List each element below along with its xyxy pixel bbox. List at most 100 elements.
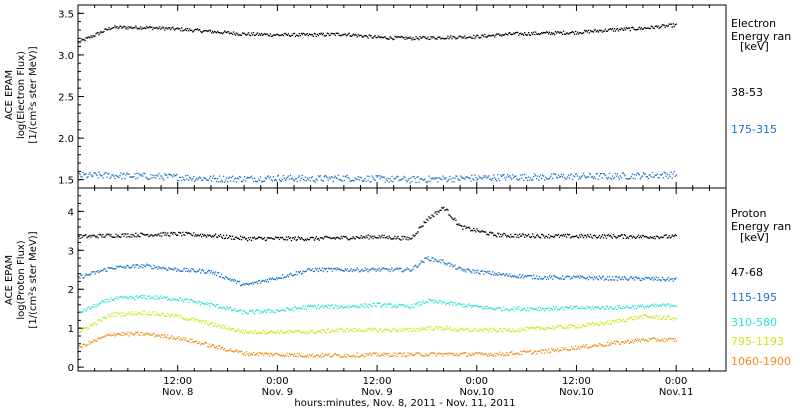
data-point bbox=[313, 332, 315, 335]
data-point bbox=[461, 37, 463, 39]
data-point bbox=[85, 173, 87, 175]
data-point bbox=[302, 305, 304, 307]
data-point bbox=[652, 27, 654, 29]
data-point bbox=[532, 307, 534, 310]
data-point bbox=[674, 338, 676, 340]
data-point bbox=[259, 176, 262, 178]
data-point bbox=[220, 276, 222, 278]
data-point bbox=[476, 228, 478, 230]
data-point bbox=[82, 39, 84, 41]
data-point bbox=[603, 173, 606, 175]
data-point bbox=[407, 268, 409, 271]
data-point bbox=[341, 356, 343, 358]
data-point bbox=[192, 178, 194, 180]
data-point bbox=[199, 268, 201, 270]
data-point bbox=[219, 235, 221, 237]
data-point bbox=[634, 305, 636, 307]
data-point bbox=[637, 305, 639, 307]
data-point bbox=[314, 332, 316, 334]
data-point bbox=[479, 37, 481, 39]
data-point bbox=[472, 230, 474, 232]
data-point bbox=[248, 310, 251, 312]
data-point bbox=[265, 239, 268, 241]
data-point bbox=[249, 310, 252, 312]
data-point bbox=[195, 28, 197, 30]
series-1060-1900 bbox=[78, 331, 677, 358]
data-point bbox=[479, 177, 481, 179]
data-point bbox=[79, 311, 81, 313]
data-point bbox=[420, 329, 422, 331]
data-point bbox=[148, 264, 150, 266]
data-point bbox=[483, 308, 485, 310]
data-point bbox=[318, 330, 320, 332]
data-point bbox=[396, 306, 398, 309]
data-point bbox=[343, 306, 345, 308]
data-point bbox=[667, 25, 669, 27]
data-point bbox=[462, 228, 464, 230]
data-point bbox=[382, 330, 384, 332]
data-point bbox=[632, 342, 634, 344]
data-point bbox=[126, 172, 128, 174]
data-point bbox=[359, 270, 361, 273]
data-point bbox=[387, 354, 389, 357]
data-point bbox=[405, 36, 407, 38]
data-point bbox=[201, 301, 203, 303]
data-point bbox=[249, 283, 252, 285]
data-point bbox=[524, 329, 526, 331]
data-point bbox=[163, 296, 165, 298]
data-point bbox=[504, 177, 506, 179]
data-point bbox=[400, 330, 402, 332]
data-point bbox=[176, 173, 178, 176]
data-point bbox=[605, 322, 608, 324]
data-point bbox=[583, 346, 586, 348]
data-point bbox=[499, 236, 501, 238]
data-point bbox=[269, 331, 272, 333]
data-point bbox=[197, 28, 199, 30]
data-point bbox=[90, 236, 92, 238]
data-point bbox=[588, 307, 591, 309]
data-point bbox=[186, 231, 188, 234]
data-point bbox=[195, 234, 197, 236]
data-point bbox=[337, 330, 339, 333]
data-point bbox=[162, 178, 164, 180]
data-point bbox=[145, 234, 147, 236]
data-point bbox=[282, 35, 285, 37]
data-point bbox=[111, 312, 113, 315]
data-point bbox=[566, 327, 569, 329]
data-point bbox=[199, 235, 201, 237]
data-point bbox=[320, 237, 322, 239]
data-point bbox=[591, 306, 594, 308]
data-point bbox=[301, 356, 303, 358]
data-point bbox=[395, 36, 397, 38]
data-point bbox=[254, 310, 257, 312]
data-point bbox=[161, 176, 163, 178]
data-point bbox=[367, 306, 369, 308]
data-point bbox=[635, 340, 637, 342]
data-point bbox=[663, 279, 665, 281]
data-point bbox=[582, 31, 585, 34]
data-point bbox=[520, 350, 522, 352]
data-point bbox=[590, 346, 593, 348]
data-point bbox=[434, 178, 436, 180]
data-point bbox=[580, 345, 583, 348]
data-point bbox=[495, 234, 497, 237]
data-point bbox=[231, 309, 234, 311]
data-point bbox=[537, 234, 539, 236]
data-point bbox=[416, 37, 418, 40]
data-point bbox=[563, 307, 566, 309]
data-point bbox=[276, 175, 279, 177]
data-point bbox=[378, 36, 380, 38]
data-point bbox=[147, 264, 149, 266]
data-point bbox=[379, 302, 381, 304]
data-point bbox=[570, 173, 573, 175]
data-point bbox=[303, 179, 305, 181]
data-point bbox=[569, 237, 572, 239]
data-point bbox=[394, 35, 396, 37]
data-point bbox=[82, 277, 84, 279]
data-point bbox=[88, 327, 90, 329]
data-point bbox=[214, 346, 216, 348]
data-point bbox=[529, 236, 531, 238]
data-point bbox=[167, 312, 169, 315]
data-point bbox=[104, 299, 106, 301]
data-point bbox=[209, 29, 211, 31]
